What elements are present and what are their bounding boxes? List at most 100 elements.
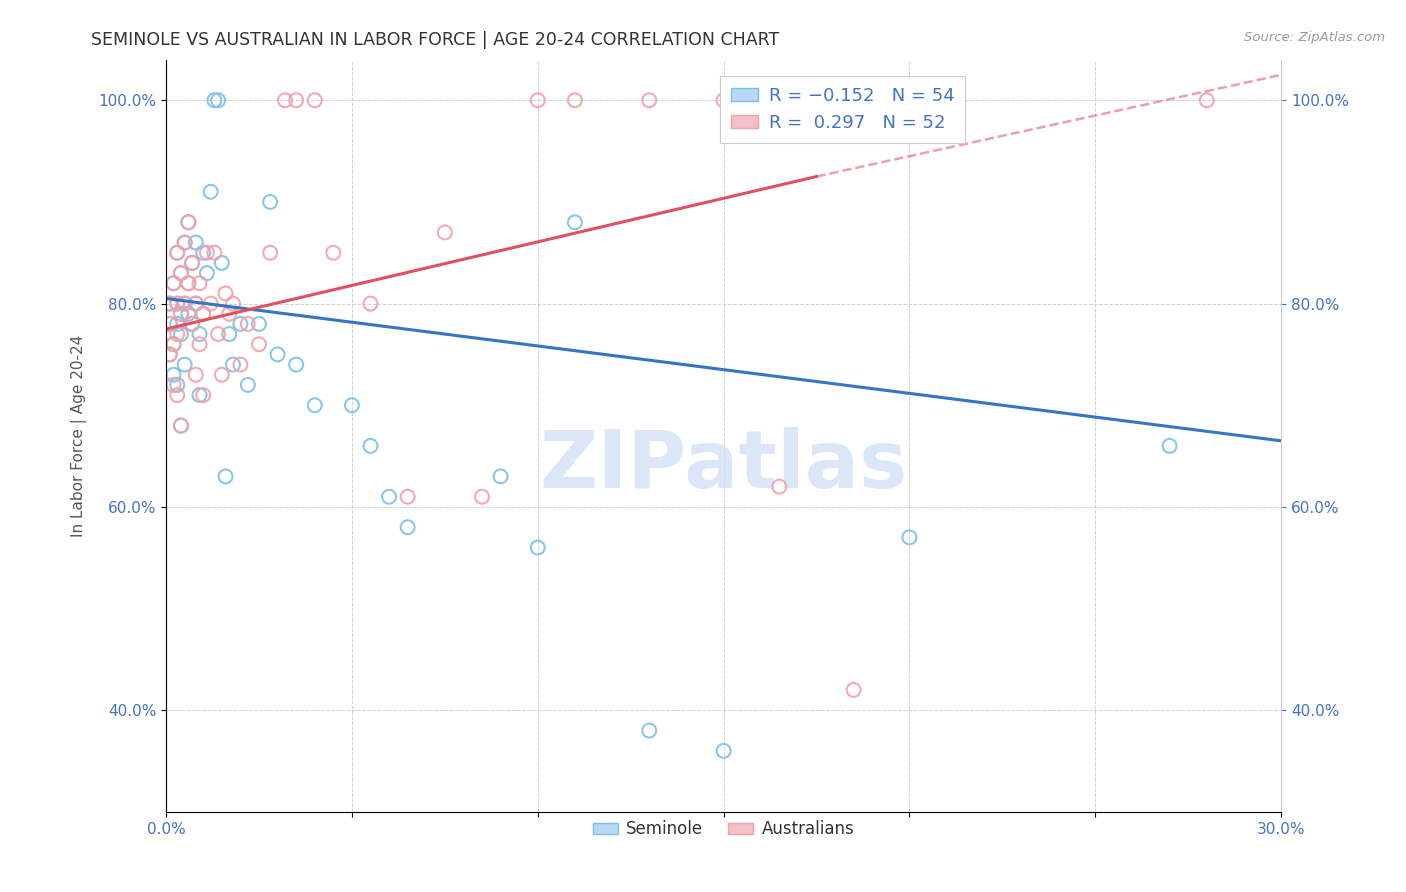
Point xyxy=(259,245,281,260)
Point xyxy=(166,378,188,392)
Point xyxy=(200,185,222,199)
Point xyxy=(564,215,586,229)
Point xyxy=(184,296,207,310)
Point xyxy=(713,93,735,107)
Text: ZIPatlas: ZIPatlas xyxy=(540,427,908,505)
Point xyxy=(184,296,207,310)
Point xyxy=(229,358,252,372)
Point xyxy=(285,93,308,107)
Point xyxy=(170,327,193,342)
Point xyxy=(564,93,586,107)
Point xyxy=(222,358,245,372)
Point xyxy=(188,327,211,342)
Point xyxy=(360,439,382,453)
Point xyxy=(170,418,193,433)
Point xyxy=(159,317,181,331)
Point xyxy=(159,296,181,310)
Point xyxy=(214,286,236,301)
Text: Source: ZipAtlas.com: Source: ZipAtlas.com xyxy=(1244,31,1385,45)
Point xyxy=(202,245,225,260)
Point xyxy=(177,307,200,321)
Point xyxy=(162,277,184,291)
Point xyxy=(247,317,270,331)
Point xyxy=(471,490,494,504)
Point xyxy=(211,368,233,382)
Point xyxy=(214,469,236,483)
Point xyxy=(396,490,419,504)
Point xyxy=(259,194,281,209)
Point xyxy=(159,317,181,331)
Point xyxy=(236,317,259,331)
Point xyxy=(218,327,240,342)
Point xyxy=(1195,93,1218,107)
Point xyxy=(177,277,200,291)
Point xyxy=(304,93,326,107)
Point xyxy=(162,337,184,351)
Point xyxy=(1159,439,1181,453)
Point xyxy=(170,266,193,280)
Point xyxy=(173,296,195,310)
Point xyxy=(181,317,204,331)
Point xyxy=(177,277,200,291)
Point xyxy=(170,307,193,321)
Point xyxy=(236,378,259,392)
Point xyxy=(285,358,308,372)
Point xyxy=(184,368,207,382)
Point xyxy=(181,256,204,270)
Point xyxy=(396,520,419,534)
Point xyxy=(218,307,240,321)
Point xyxy=(166,388,188,402)
Point xyxy=(526,93,548,107)
Point xyxy=(162,368,184,382)
Point xyxy=(166,327,188,342)
Point xyxy=(166,296,188,310)
Point xyxy=(211,256,233,270)
Point xyxy=(170,307,193,321)
Point xyxy=(162,378,184,392)
Point xyxy=(202,93,225,107)
Point xyxy=(173,296,195,310)
Point xyxy=(177,215,200,229)
Point xyxy=(177,215,200,229)
Point xyxy=(193,245,215,260)
Point xyxy=(195,266,218,280)
Point xyxy=(170,266,193,280)
Point xyxy=(159,347,181,361)
Point xyxy=(247,337,270,351)
Point xyxy=(360,296,382,310)
Point xyxy=(340,398,363,412)
Point xyxy=(195,245,218,260)
Point xyxy=(184,235,207,250)
Point xyxy=(181,317,204,331)
Point xyxy=(322,245,344,260)
Point xyxy=(713,744,735,758)
Point xyxy=(229,317,252,331)
Point xyxy=(173,235,195,250)
Point xyxy=(173,358,195,372)
Point xyxy=(207,327,229,342)
Point xyxy=(181,256,204,270)
Point xyxy=(526,541,548,555)
Point xyxy=(159,347,181,361)
Point xyxy=(188,337,211,351)
Point xyxy=(489,469,512,483)
Point xyxy=(159,296,181,310)
Point xyxy=(638,93,661,107)
Point xyxy=(433,226,456,240)
Point xyxy=(304,398,326,412)
Point xyxy=(274,93,297,107)
Legend: Seminole, Australians: Seminole, Australians xyxy=(586,814,860,845)
Point xyxy=(173,235,195,250)
Point xyxy=(193,307,215,321)
Point xyxy=(898,530,921,544)
Point xyxy=(842,682,865,697)
Point xyxy=(193,307,215,321)
Point xyxy=(378,490,401,504)
Point xyxy=(193,388,215,402)
Point xyxy=(768,479,790,493)
Point xyxy=(166,317,188,331)
Point xyxy=(166,296,188,310)
Point xyxy=(638,723,661,738)
Point xyxy=(207,93,229,107)
Point xyxy=(188,388,211,402)
